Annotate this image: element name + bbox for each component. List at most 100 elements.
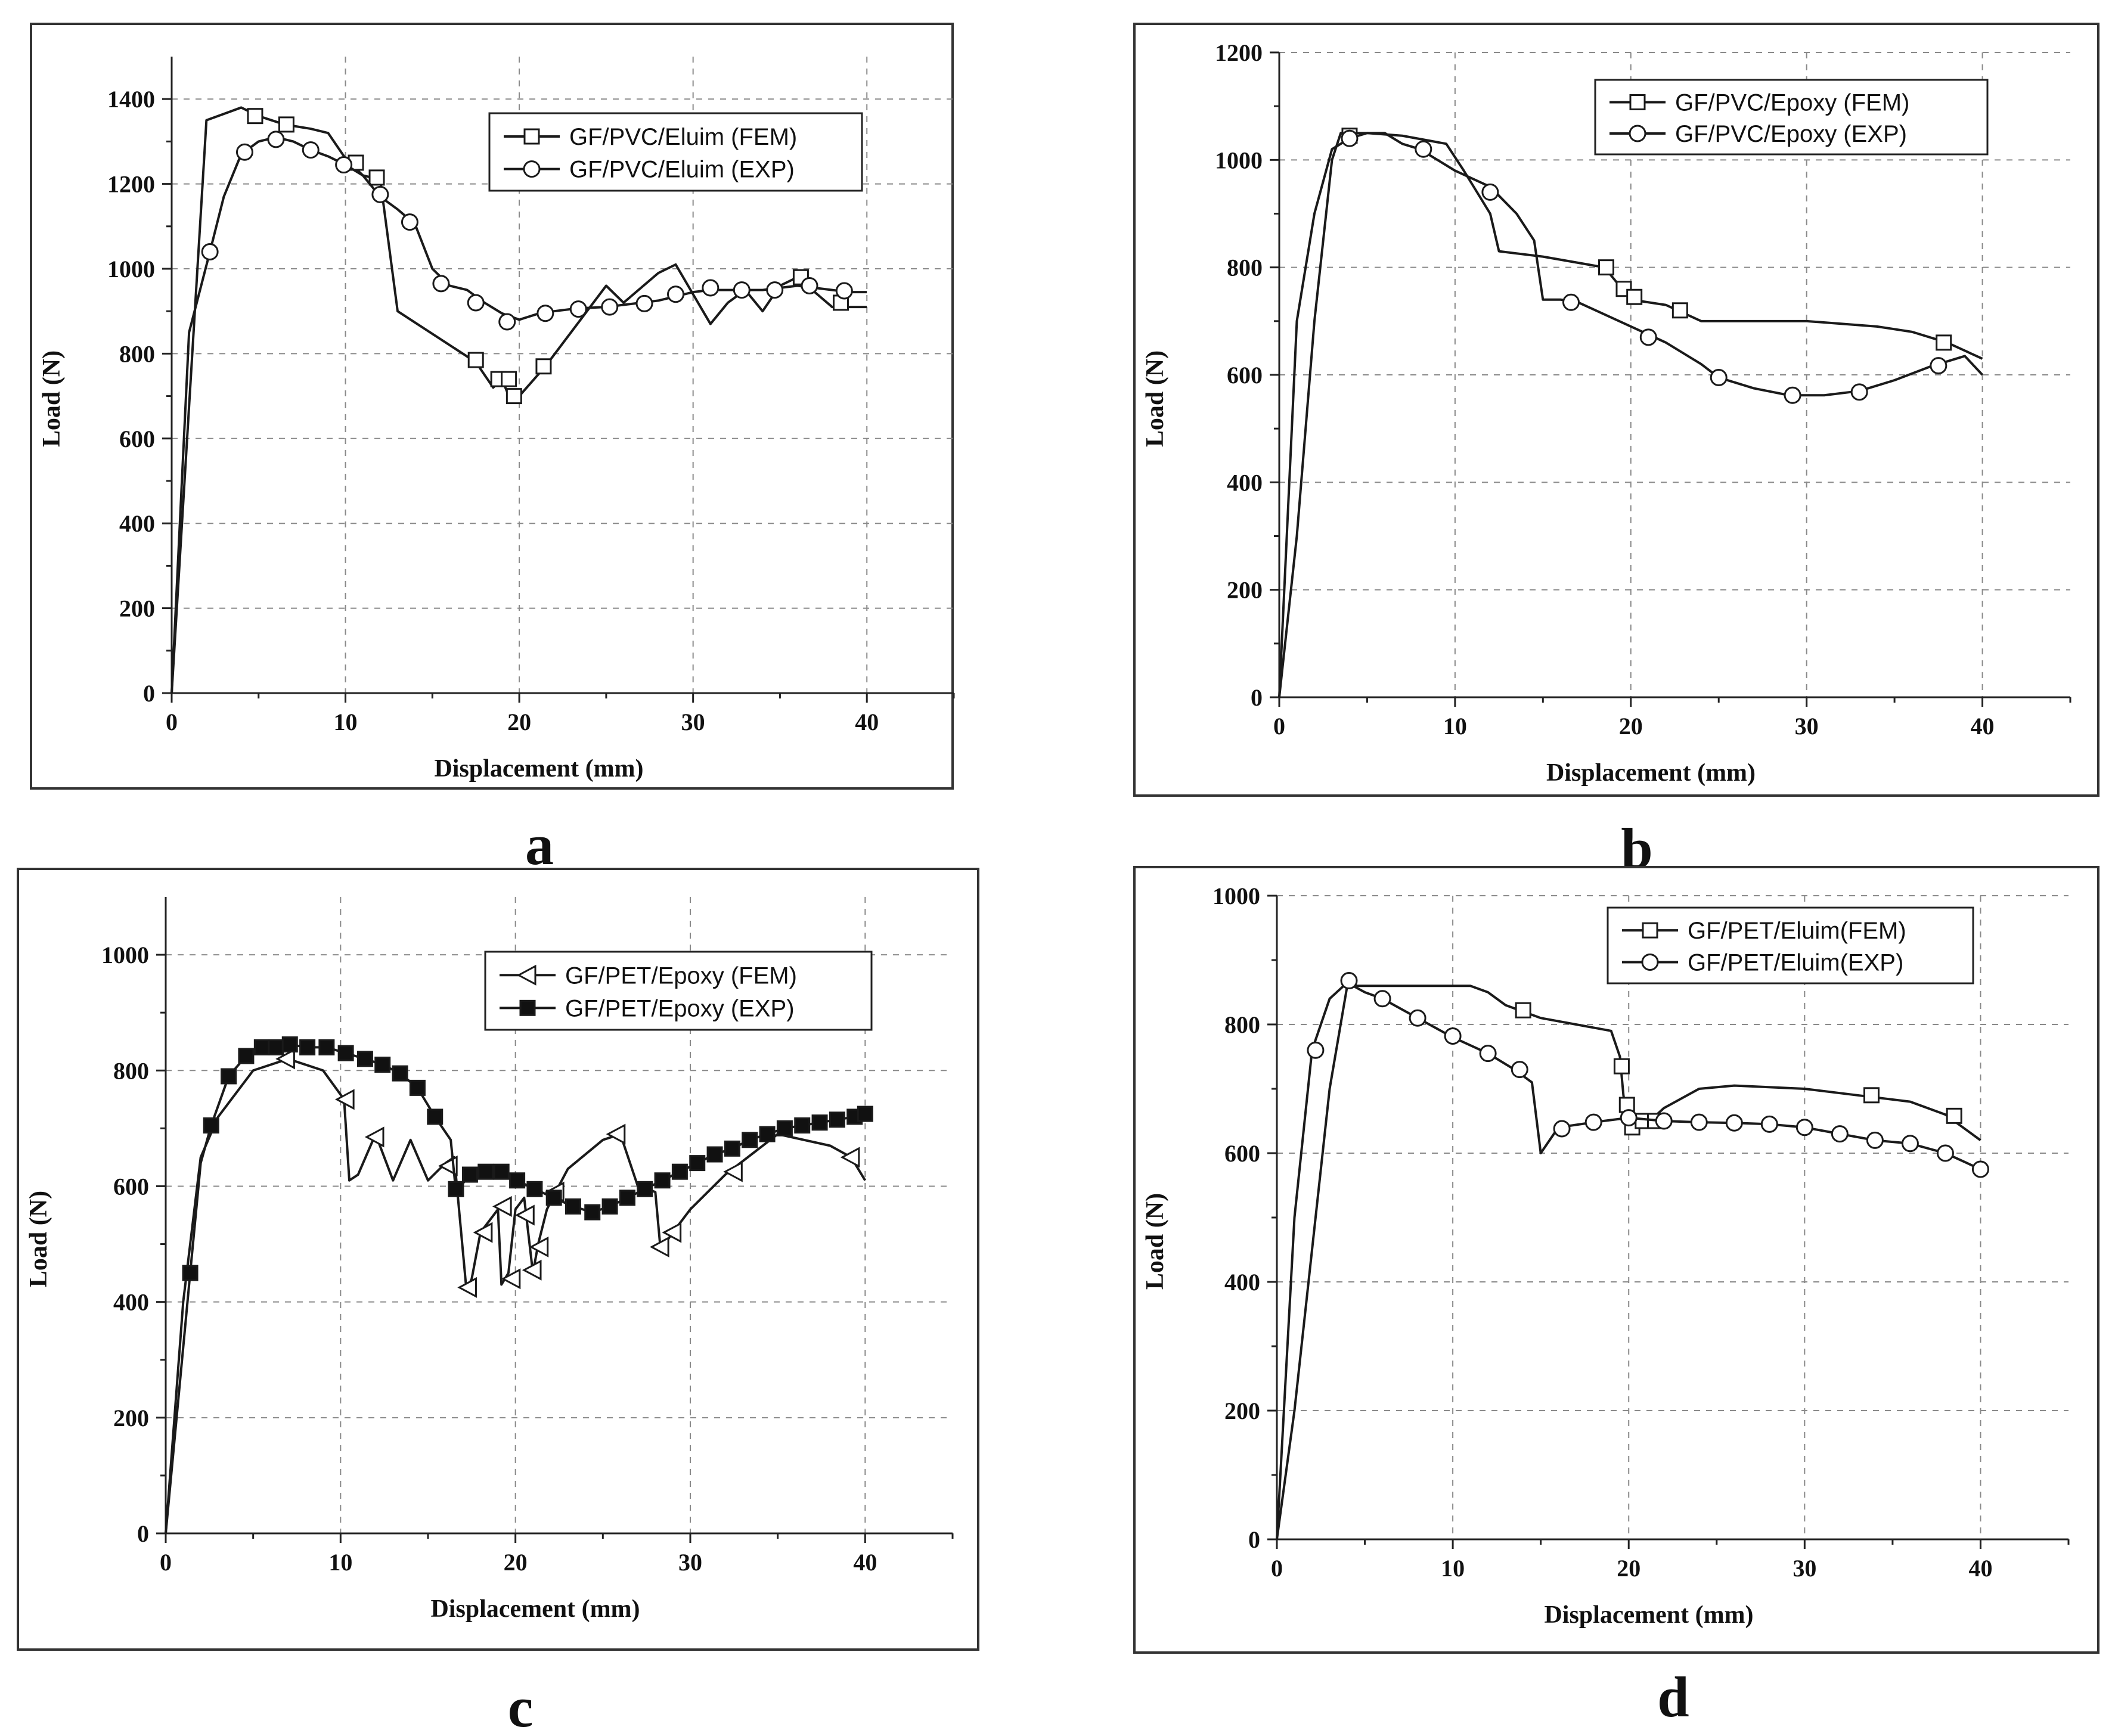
data-point — [299, 1039, 316, 1055]
data-point — [1795, 1119, 1813, 1136]
y-axis-label: Load (N) — [25, 1191, 52, 1287]
data-point — [706, 1146, 723, 1163]
data-point — [492, 1195, 512, 1217]
x-tick-label: 30 — [1795, 713, 1819, 740]
data-point — [1479, 1045, 1497, 1063]
y-tick-label: 400 — [119, 510, 155, 537]
data-point — [545, 1190, 562, 1206]
data-point — [368, 169, 385, 186]
data-point — [501, 371, 517, 387]
data-point — [724, 1140, 740, 1157]
data-point — [278, 116, 294, 133]
y-axis-label: Load (N) — [1142, 350, 1169, 447]
x-tick-label: 40 — [855, 709, 879, 735]
data-point — [526, 1181, 543, 1197]
legend-item: GF/PVC/Eluim (FEM) — [504, 124, 797, 150]
x-tick-label: 0 — [1271, 1555, 1283, 1582]
legend-marker — [523, 160, 541, 178]
data-point — [1710, 369, 1728, 387]
data-point — [1760, 1115, 1778, 1133]
data-point — [1936, 334, 1952, 351]
data-point — [637, 1181, 653, 1197]
data-point — [776, 1120, 793, 1136]
x-tick-label: 30 — [681, 709, 705, 735]
data-point — [448, 1181, 464, 1197]
legend-label: GF/PVC/Epoxy (FEM) — [1675, 90, 1909, 116]
y-axis-label: Load (N) — [38, 350, 66, 447]
y-tick-label: 800 — [119, 340, 155, 367]
x-tick-label: 20 — [504, 1549, 528, 1576]
data-point — [1655, 1112, 1673, 1130]
data-point — [801, 277, 818, 294]
data-point — [515, 1204, 535, 1226]
data-point — [1639, 328, 1657, 346]
data-point — [302, 141, 320, 159]
x-tick-label: 20 — [1617, 1555, 1640, 1582]
data-point — [635, 294, 653, 312]
data-point — [335, 156, 353, 174]
data-point — [1613, 1058, 1630, 1074]
y-tick-label: 1000 — [107, 256, 155, 282]
data-point — [1831, 1125, 1849, 1143]
x-tick-label: 10 — [1443, 713, 1467, 740]
data-point — [840, 1147, 860, 1168]
data-point — [498, 313, 516, 331]
legend-marker — [1642, 922, 1658, 939]
data-point — [794, 1117, 811, 1134]
x-tick-label: 20 — [507, 709, 531, 735]
legend-label: GF/PET/Eluim(EXP) — [1688, 949, 1903, 976]
data-point — [374, 1057, 391, 1073]
y-tick-label: 600 — [119, 426, 155, 452]
legend-marker — [1629, 125, 1646, 142]
data-point — [201, 243, 219, 261]
series-exp — [1276, 972, 1989, 1540]
data-point — [473, 1222, 493, 1243]
data-point — [221, 1068, 237, 1085]
data-point — [1511, 1061, 1528, 1079]
data-point — [334, 1089, 355, 1110]
chart-panel-b: 0 10 20 30 40020040060080010001200Displaceme… — [1133, 23, 2100, 797]
data-point — [1515, 1002, 1531, 1018]
data-point — [253, 1039, 270, 1055]
x-axis-label: Displacement (mm) — [1546, 759, 1756, 787]
data-point — [401, 213, 418, 231]
data-point — [829, 1111, 845, 1128]
legend-item: GF/PET/Epoxy (EXP) — [500, 995, 795, 1021]
data-point — [569, 300, 587, 318]
data-point — [1620, 1109, 1638, 1127]
panel-letter-d: d — [1657, 1665, 1689, 1729]
data-point — [689, 1155, 706, 1172]
series-exp — [165, 1036, 873, 1534]
series-exp — [1278, 129, 1984, 698]
data-point — [457, 1277, 477, 1298]
y-tick-label: 600 — [113, 1173, 149, 1200]
data-point — [565, 1198, 581, 1215]
data-point — [536, 305, 554, 322]
data-point — [461, 1166, 478, 1183]
data-point — [649, 1236, 669, 1257]
data-point — [1340, 972, 1358, 990]
y-tick-label: 600 — [1227, 362, 1263, 389]
data-point — [409, 1079, 426, 1096]
x-tick-label: 40 — [1971, 713, 1995, 740]
data-point — [584, 1204, 601, 1221]
y-tick-label: 1200 — [107, 171, 155, 198]
data-point — [654, 1172, 671, 1189]
data-point — [1626, 288, 1643, 305]
x-tick-label: 40 — [1968, 1555, 1992, 1582]
legend-item: GF/PET/Eluim(FEM) — [1622, 918, 1906, 944]
data-point — [509, 1172, 526, 1189]
y-tick-label: 600 — [1224, 1140, 1260, 1167]
data-point — [759, 1126, 776, 1142]
x-tick-label: 10 — [334, 709, 358, 735]
x-axis-label: Displacement (mm) — [434, 755, 643, 782]
data-point — [1863, 1087, 1880, 1104]
legend-label: GF/PVC/Eluim (EXP) — [569, 157, 795, 183]
legend-item: GF/PET/Eluim(EXP) — [1622, 949, 1903, 976]
y-tick-label: 1000 — [1215, 147, 1263, 173]
data-point — [1850, 383, 1868, 401]
data-point — [766, 281, 784, 299]
data-point — [427, 1108, 444, 1125]
legend-marker — [519, 999, 536, 1016]
